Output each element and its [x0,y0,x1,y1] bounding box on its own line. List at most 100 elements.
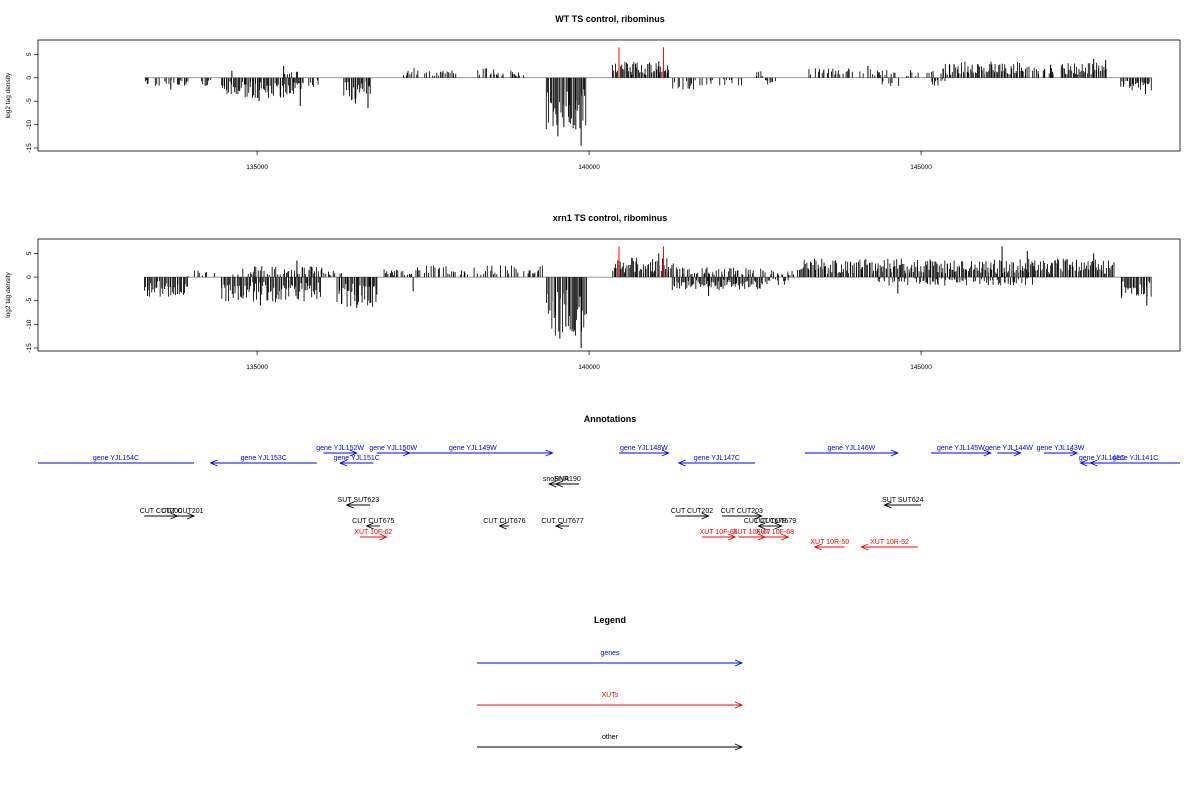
annotation-gene-yjl147c: gene YJL147C [677,455,756,467]
annotation-arrowhead [186,512,196,520]
annotation-label: CUT CUT200 [140,508,182,515]
annotation-arrowhead [781,533,790,541]
annotation-gene-yjl145w: gene YJL145W [931,445,992,457]
annotation-gene-yjl153c: gene YJL153C [209,455,317,467]
annotation-label: gene YJL144W [985,445,1033,452]
annotation-arrowhead [379,533,388,541]
annotation-arrowhead [983,449,992,457]
annotation-arrowhead [883,501,892,509]
annotation-label: CUT CUT203 [721,508,763,515]
annotation-arrowhead [774,522,783,530]
legend-label: XUTs [602,692,619,699]
annotation-arrowhead [349,449,358,457]
plot-frame [37,39,1181,152]
annotation-label: CUT CUT202 [671,508,713,515]
annotation-label: gene YJL149W [449,445,497,452]
annotation-label: gene YJL152W [316,445,364,452]
annotation-arrowhead [754,512,763,520]
legend-arrowhead [734,701,744,709]
annotation-label: SUT SUT624 [882,497,924,504]
x-tick-label: 135000 [246,364,268,371]
annotation-arrowhead [209,459,218,467]
legend-panel: Legend genes XUTs other [477,615,744,751]
legend-entry-xuts: XUTs [477,692,744,709]
annotation-gene-yjl143w: gene YJL143W [1037,445,1085,457]
annotation-xut-10f-62: XUT 10F-62 [354,529,392,541]
annotation-sut-sut624: SUT SUT624 [882,497,924,509]
annotation-arrowhead [548,480,557,488]
chart-title: WT TS control, ribominus [555,14,665,24]
annotation-label: CUT CUT679 [754,518,796,525]
annotation-label: gene YJL141C [1112,455,1158,462]
annotation-gene-yjl154c: gene YJL154C [38,455,195,464]
annotation-label: XUT 10R-50 [810,539,849,546]
annotation-snr190: SNR190 [554,476,581,488]
legend-arrowhead [734,659,744,667]
annotation-arrowhead [545,449,554,457]
annotation-cut-cut677: CUT CUT677 [541,518,584,530]
annotation-label: XUT 10F-65 [700,529,738,536]
annotation-label: SUT SUT623 [338,497,380,504]
legend-arrowhead [734,743,744,751]
annotation-arrowhead [345,501,354,509]
annotation-arrowhead [338,459,348,467]
legend-title: Legend [594,615,626,625]
y-tick-label: -5 [26,98,33,104]
legend-label: other [602,734,619,741]
annotation-label: gene YJL150W [369,445,417,452]
annotation-xut-10r-50: XUT 10R-50 [810,539,849,551]
annotation-gene-yjl144w: gene YJL144W [985,445,1033,457]
y-tick-label: 0 [26,275,33,279]
annotation-label: gene YJL146W [827,445,875,452]
annotation-label: snoRNA [543,476,569,483]
annotation-arrowhead [554,480,564,488]
annotation-label: gene YJL143W [1037,445,1085,452]
y-axis-label: log2 tag density [5,271,12,317]
annotation-label: gene YJL153C [241,455,287,462]
y-tick-label: -10 [26,120,33,130]
annotation-label: CUT CUT677 [541,518,583,525]
annotation-arrowhead [701,512,710,520]
annotation-arrowhead [727,533,737,541]
annotation-label: gene YJL142C [1079,455,1125,462]
annotation-sut-sut623: SUT SUT623 [338,497,380,509]
annotation-label: XUT 10R-52 [870,539,909,546]
y-tick-label: 5 [26,52,33,56]
bar-group [144,246,1152,348]
annotation-gene-yjl149w: gene YJL149W [393,445,554,457]
annotation-xut-10f-65: XUT 10F-65 [700,529,738,541]
annotation-cut-cut675: CUT CUT675 [352,518,395,530]
x-tick-label: 145000 [910,364,932,371]
annotation-arrowhead [677,459,686,467]
annotation-label: gene YJL148W [620,445,668,452]
legend-entry-other: other [477,734,744,751]
track-panel-xrn1: xrn1 TS control, ribominus log2 tag densi… [5,213,1181,371]
bar-group [144,47,1152,146]
annotation-label: gene YJL154C [93,455,139,462]
annotation-gene-yjl148w: gene YJL148W [618,445,670,457]
y-tick-label: -15 [26,143,33,153]
annotation-arrowhead [1069,449,1079,457]
annotation-label: gene YJL147C [694,455,740,462]
x-tick-label: 140000 [578,364,600,371]
y-axis-label: log2 tag density [5,72,12,118]
annotation-gene-yjl146w: gene YJL146W [804,445,899,457]
annotation-label: gene YJL151C [334,455,380,462]
annotation-gene-yjl141c: gene YJL141C [1089,455,1180,467]
plot-frame [37,238,1181,352]
annotation-arrowhead [813,543,823,551]
track-panel-wt: WT TS control, ribominus log2 tag density… [5,14,1181,171]
x-tick-label: 135000 [246,164,268,171]
annotation-arrowhead [1079,459,1088,467]
annotation-label: CUT CUT676 [483,518,525,525]
annotation-gene-yjl152w: gene YJL152W [316,445,364,457]
annotation-arrowhead [890,449,899,457]
annotation-label: gene YJL145W [937,445,985,452]
legend-entry-genes: genes [477,650,744,667]
legend-label: genes [600,650,620,657]
annotation-arrowhead [554,522,564,530]
annotation-arrowhead [365,522,374,530]
y-tick-label: 0 [26,76,33,80]
annotation-cut-cut676: CUT CUT676 [483,518,526,530]
